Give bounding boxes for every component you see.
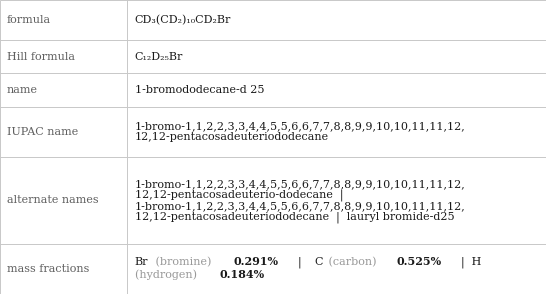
Text: CD₃(CD₂)₁₀CD₂Br: CD₃(CD₂)₁₀CD₂Br — [135, 15, 232, 25]
Text: 12,12-pentacosadeuterio-dodecane  |: 12,12-pentacosadeuterio-dodecane | — [135, 189, 343, 201]
Text: 0.291%: 0.291% — [233, 256, 278, 267]
Text: mass fractions: mass fractions — [7, 264, 89, 274]
Text: C₁₂D₂₅Br: C₁₂D₂₅Br — [135, 51, 183, 61]
Text: alternate names: alternate names — [7, 196, 98, 206]
Text: 12,12-pentacosadeuteriododecane  |  lauryl bromide-d25: 12,12-pentacosadeuteriododecane | lauryl… — [135, 211, 454, 223]
Text: 12,12-pentacosadeuteriododecane: 12,12-pentacosadeuteriododecane — [135, 133, 329, 143]
Text: 1-bromo-1,1,2,2,3,3,4,4,5,5,6,6,7,7,8,8,9,9,10,10,11,11,12,: 1-bromo-1,1,2,2,3,3,4,4,5,5,6,6,7,7,8,8,… — [135, 201, 466, 211]
Text: 1-bromododecane-d 25: 1-bromododecane-d 25 — [135, 85, 264, 95]
Text: 1-bromo-1,1,2,2,3,3,4,4,5,5,6,6,7,7,8,8,9,9,10,10,11,11,12,: 1-bromo-1,1,2,2,3,3,4,4,5,5,6,6,7,7,8,8,… — [135, 179, 466, 189]
Text: Br: Br — [135, 257, 149, 267]
Text: C: C — [314, 257, 323, 267]
Text: |  H: | H — [454, 256, 482, 268]
Text: 0.525%: 0.525% — [396, 256, 441, 267]
Text: (bromine): (bromine) — [152, 257, 215, 267]
Text: Hill formula: Hill formula — [7, 51, 75, 61]
Text: |: | — [292, 256, 309, 268]
Text: name: name — [7, 85, 38, 95]
Text: 0.184%: 0.184% — [219, 270, 264, 280]
Text: (carbon): (carbon) — [325, 257, 380, 267]
Text: formula: formula — [7, 15, 51, 25]
Text: IUPAC name: IUPAC name — [7, 127, 78, 137]
Text: 1-bromo-1,1,2,2,3,3,4,4,5,5,6,6,7,7,8,8,9,9,10,10,11,11,12,: 1-bromo-1,1,2,2,3,3,4,4,5,5,6,6,7,7,8,8,… — [135, 121, 466, 131]
Text: (hydrogen): (hydrogen) — [135, 270, 200, 280]
